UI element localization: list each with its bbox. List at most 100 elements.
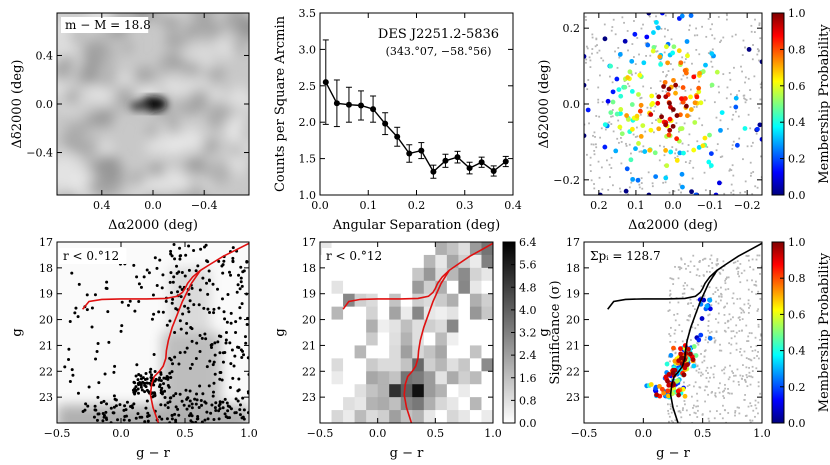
sig-cell <box>320 371 332 385</box>
cmdm-field-star <box>696 342 699 345</box>
cmdm-colorbar-tick-label: 0.8 <box>788 272 806 285</box>
cmdm-field-star <box>723 329 726 332</box>
members-field-star <box>627 193 629 195</box>
members-field-star <box>682 74 685 77</box>
cmd-star <box>178 392 182 396</box>
cmdm-field-star <box>685 409 688 412</box>
members-field-star <box>591 36 594 39</box>
members-field-star <box>740 65 742 68</box>
cmd-star <box>188 399 192 403</box>
cmdm-field-star <box>754 404 757 407</box>
cmdm-field-star <box>714 394 717 397</box>
members-field-star <box>674 152 677 155</box>
members-ytick-label: 0.0 <box>563 98 581 111</box>
sig-cell <box>343 319 355 333</box>
cmdm-isochrone-group <box>607 242 762 423</box>
cmd-star <box>135 363 139 367</box>
cmdm-field-star <box>693 385 695 388</box>
cmdm-field-star <box>716 258 719 260</box>
cmd-star <box>234 330 238 334</box>
members-field-star <box>671 110 673 113</box>
members-star <box>703 62 708 68</box>
cmd-star <box>162 382 166 386</box>
sig-ytick-label: 22 <box>302 365 316 378</box>
sig-cell <box>469 358 482 372</box>
members-field-star <box>750 145 753 148</box>
sig-cell <box>389 332 402 346</box>
cmdm-field-star <box>723 397 725 399</box>
cmdm-field-star <box>743 311 746 314</box>
cmdm-field-star <box>707 329 710 332</box>
members-field-star <box>651 182 654 185</box>
members-field-star <box>612 18 615 21</box>
cmdm-field-star <box>685 267 687 270</box>
sig-cell <box>412 384 425 398</box>
sig-cell <box>435 371 448 385</box>
members-field-star <box>623 21 625 24</box>
cmd-star <box>169 291 173 295</box>
map-overdensity-wing <box>130 101 148 111</box>
cmdm-field-star <box>690 339 692 341</box>
cmdm-field-star <box>681 340 684 343</box>
sig-cell <box>400 254 413 269</box>
members-star <box>691 74 697 80</box>
cmd-star <box>172 275 176 279</box>
members-field-star <box>618 56 621 59</box>
cmd-star <box>142 275 146 279</box>
members-star <box>629 58 635 64</box>
cmdm-field-star <box>686 319 689 321</box>
members-field-star <box>684 89 687 92</box>
members-star <box>610 99 616 105</box>
cmd-star <box>194 420 198 423</box>
cmd-star <box>209 411 213 415</box>
cmd-star <box>95 350 99 354</box>
cmd-star <box>221 263 225 267</box>
cmd-star <box>103 372 107 376</box>
sig-colorbar-tick-label: 4.8 <box>519 281 537 294</box>
members-xtick-label: −0.1 <box>697 199 724 212</box>
sig-cell <box>366 319 379 333</box>
cmd-star <box>173 412 177 416</box>
cmdm-member-star <box>707 335 713 341</box>
cmd-ytick-label: 22 <box>39 365 53 378</box>
cmdm-field-star <box>708 271 711 273</box>
members-field-star <box>709 28 712 31</box>
members-star <box>656 126 662 132</box>
cmdm-field-star <box>735 331 738 334</box>
cmdm-field-star <box>676 405 678 408</box>
cmd-star <box>139 377 143 381</box>
members-field-star <box>659 60 662 63</box>
cmd-star <box>198 349 202 353</box>
cmd-star <box>218 370 222 374</box>
cmd-star <box>240 355 244 359</box>
cmd-star <box>85 293 89 297</box>
cmd-star <box>216 340 220 344</box>
cmdm-field-star <box>718 271 721 274</box>
sig-cell <box>481 410 493 423</box>
cmdm-field-star <box>692 404 695 407</box>
members-field-star <box>584 15 587 18</box>
members-star <box>674 158 680 163</box>
cmdm-field-star <box>739 263 742 265</box>
cmd-star <box>147 271 151 275</box>
members-star <box>692 120 698 125</box>
cmdm-field-star <box>700 353 702 355</box>
cmd-star <box>240 416 244 420</box>
cmd-star <box>246 356 249 360</box>
cmdm-field-star <box>669 403 672 406</box>
members-star <box>610 89 616 95</box>
cmd-star <box>242 353 246 357</box>
cmdm-field-star <box>697 343 700 346</box>
members-field-star <box>746 145 749 148</box>
cmdm-field-star <box>682 407 684 410</box>
sig-cell <box>389 410 402 423</box>
sig-cell <box>331 319 344 333</box>
sig-cell <box>366 332 379 346</box>
members-star <box>691 147 697 153</box>
members-star <box>663 148 669 153</box>
cmdm-field-star <box>739 350 741 353</box>
cmd-star <box>105 418 109 422</box>
members-field-star <box>614 50 616 53</box>
sig-cell <box>343 345 355 359</box>
